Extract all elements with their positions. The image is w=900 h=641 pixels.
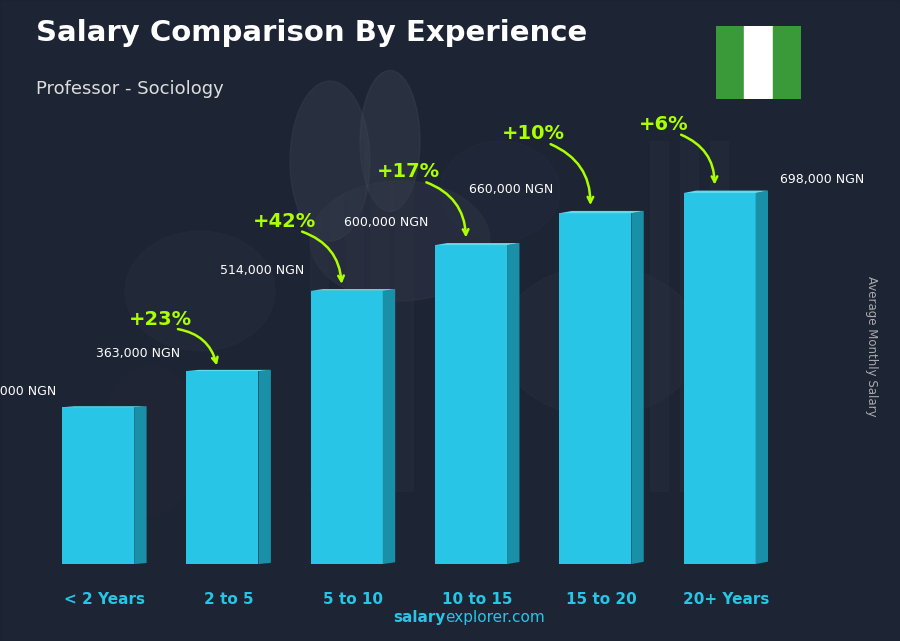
Text: 10 to 15: 10 to 15: [442, 592, 512, 608]
Text: +42%: +42%: [253, 212, 316, 231]
Polygon shape: [507, 243, 519, 564]
Ellipse shape: [440, 141, 560, 241]
Ellipse shape: [500, 266, 700, 416]
Ellipse shape: [100, 366, 200, 516]
Text: explorer.com: explorer.com: [446, 610, 545, 625]
Text: 600,000 NGN: 600,000 NGN: [345, 216, 428, 229]
Polygon shape: [559, 213, 631, 564]
Text: 698,000 NGN: 698,000 NGN: [780, 172, 865, 186]
Text: < 2 Years: < 2 Years: [64, 592, 145, 608]
Polygon shape: [186, 371, 258, 564]
Text: +17%: +17%: [377, 162, 440, 181]
Ellipse shape: [290, 81, 370, 241]
Text: +23%: +23%: [129, 310, 192, 329]
Bar: [395, 141, 413, 491]
Bar: [345, 141, 363, 491]
Text: 295,000 NGN: 295,000 NGN: [0, 385, 56, 398]
Polygon shape: [631, 211, 644, 564]
Text: Professor - Sociology: Professor - Sociology: [36, 80, 224, 98]
Polygon shape: [683, 193, 756, 564]
Bar: [716, 26, 744, 99]
Ellipse shape: [360, 71, 420, 212]
Text: +10%: +10%: [501, 124, 564, 143]
Text: 15 to 20: 15 to 20: [566, 592, 637, 608]
Polygon shape: [186, 370, 271, 371]
Polygon shape: [310, 289, 395, 291]
Text: +6%: +6%: [639, 115, 688, 134]
Ellipse shape: [310, 181, 490, 301]
Text: salary: salary: [393, 610, 446, 625]
Text: 363,000 NGN: 363,000 NGN: [96, 347, 180, 360]
Polygon shape: [62, 407, 134, 564]
Polygon shape: [559, 211, 644, 213]
Polygon shape: [258, 370, 271, 564]
Text: Salary Comparison By Experience: Salary Comparison By Experience: [36, 19, 587, 47]
Polygon shape: [134, 406, 147, 564]
Text: 5 to 10: 5 to 10: [323, 592, 382, 608]
Polygon shape: [435, 243, 519, 245]
Text: 2 to 5: 2 to 5: [203, 592, 254, 608]
Polygon shape: [382, 289, 395, 564]
Bar: [710, 141, 728, 491]
Polygon shape: [435, 245, 507, 564]
Text: 20+ Years: 20+ Years: [682, 592, 769, 608]
Text: Average Monthly Salary: Average Monthly Salary: [865, 276, 878, 417]
Bar: [680, 141, 698, 491]
Bar: [650, 141, 668, 491]
Text: 514,000 NGN: 514,000 NGN: [220, 264, 304, 277]
Bar: [310, 141, 328, 491]
Polygon shape: [310, 291, 382, 564]
Bar: [772, 26, 801, 99]
Text: 660,000 NGN: 660,000 NGN: [469, 183, 553, 196]
Bar: [744, 26, 772, 99]
Polygon shape: [62, 406, 147, 407]
Polygon shape: [683, 190, 768, 193]
Ellipse shape: [125, 231, 275, 351]
Polygon shape: [756, 190, 768, 564]
Bar: [370, 141, 388, 491]
